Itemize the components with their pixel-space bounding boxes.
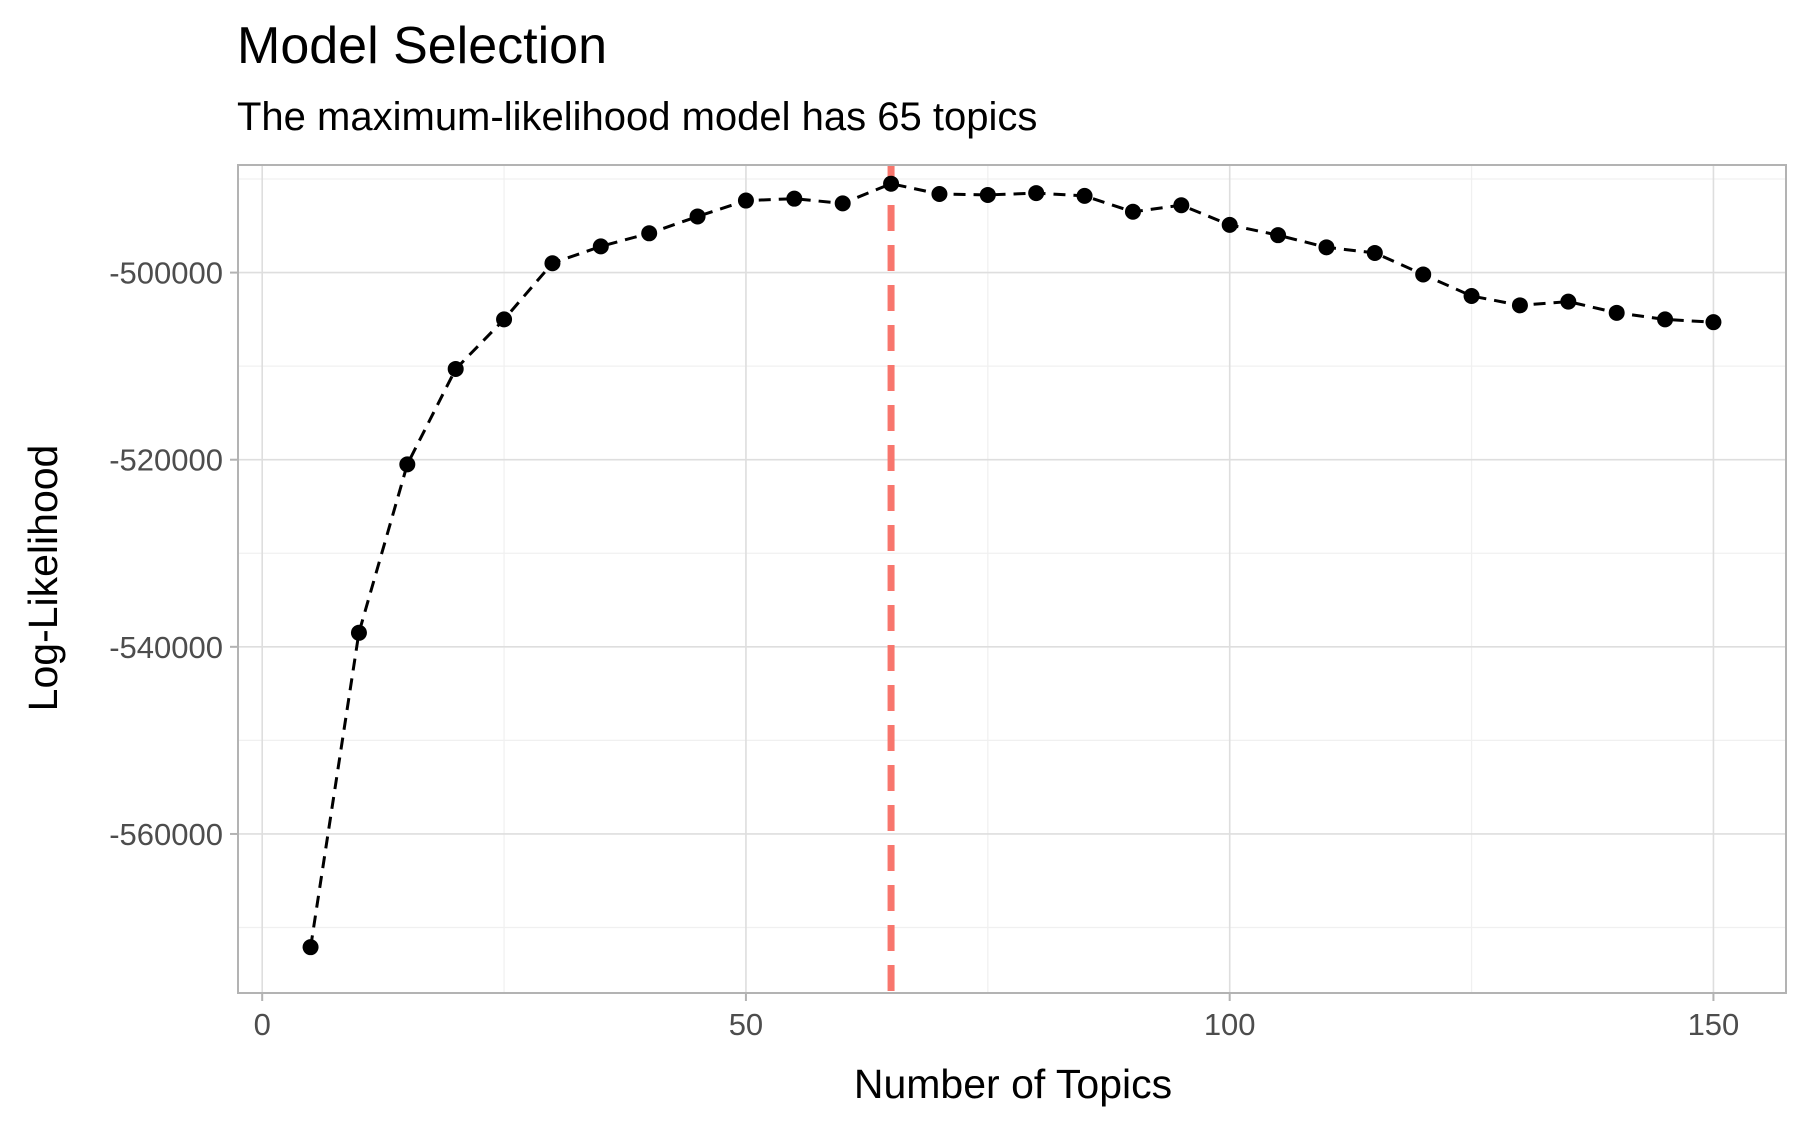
series-layer: [309, 182, 1714, 948]
x-axis-label: Number of Topics: [854, 1061, 1172, 1107]
y-tick-label: -540000: [109, 630, 223, 665]
data-point: [1366, 244, 1383, 261]
data-point: [786, 190, 803, 207]
y-axis: -560000 -540000 -520000 -500000: [109, 256, 238, 852]
y-tick-label: -560000: [109, 817, 223, 852]
data-point: [1511, 297, 1528, 314]
data-point: [1560, 293, 1577, 310]
data-point: [1608, 304, 1625, 321]
chart-subtitle: The maximum-likelihood model has 65 topi…: [237, 95, 1037, 139]
data-point: [1463, 287, 1480, 304]
x-tick-label: 0: [254, 1007, 271, 1042]
data-point: [544, 255, 561, 272]
data-point: [1415, 266, 1432, 283]
data-point: [592, 238, 609, 255]
data-point: [302, 939, 319, 956]
data-point: [834, 195, 851, 212]
panel-border: [237, 164, 1787, 994]
data-point: [1124, 203, 1141, 220]
grid-major: [238, 165, 1786, 993]
data-point: [883, 175, 900, 192]
chart-title: Model Selection: [237, 17, 607, 75]
data-point: [1657, 311, 1674, 328]
data-point: [1318, 239, 1335, 256]
data-point: [979, 186, 996, 203]
data-point: [1173, 197, 1190, 214]
grid-minor: [238, 165, 1786, 993]
data-point: [737, 192, 754, 209]
data-point: [496, 311, 513, 328]
data-point: [1705, 314, 1722, 331]
x-tick-label: 150: [1688, 1007, 1740, 1042]
data-point: [1221, 216, 1238, 233]
x-tick-label: 50: [729, 1007, 763, 1042]
data-point: [350, 624, 367, 641]
data-point: [1028, 185, 1045, 202]
y-tick-label: -500000: [109, 256, 223, 291]
data-point: [641, 225, 658, 242]
data-point: [1270, 227, 1287, 244]
data-point: [1076, 187, 1093, 204]
log-likelihood-line: [309, 182, 1714, 948]
y-tick-label: -520000: [109, 443, 223, 478]
data-point: [399, 456, 416, 473]
plot-panel: [237, 164, 1787, 994]
points-layer: [302, 175, 1722, 956]
x-axis: 0 50 100 150: [254, 993, 1740, 1042]
data-point: [931, 186, 948, 203]
data-point: [447, 360, 464, 377]
x-tick-label: 100: [1204, 1007, 1256, 1042]
data-point: [689, 208, 706, 225]
y-axis-label: Log-Likelihood: [20, 445, 66, 712]
